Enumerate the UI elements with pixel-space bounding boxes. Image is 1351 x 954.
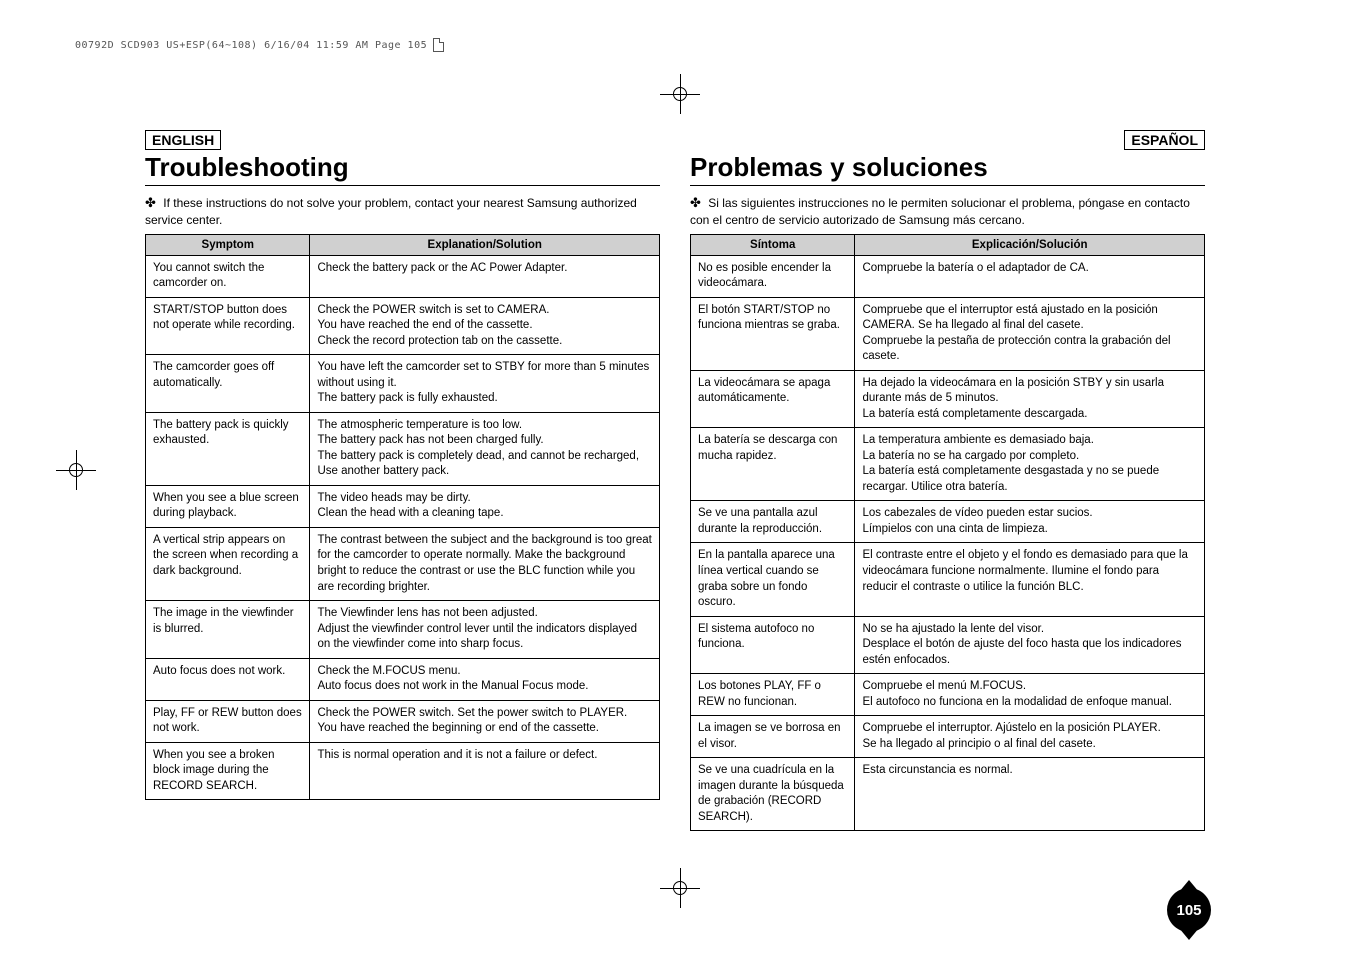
table-row: Los botones PLAY, FF o REW no funcionan.… [691,674,1205,716]
explanation-cell: Compruebe el interruptor. Ajústelo en la… [855,716,1205,758]
badge-point-icon [1179,928,1199,940]
table-row: When you see a broken block image during… [146,742,660,800]
table-row: Se ve una cuadrícula en la imagen durant… [691,758,1205,831]
symptom-cell: You cannot switch the camcorder on. [146,255,310,297]
clover-icon: ✤ [145,195,156,210]
intro-text-spanish: Si las siguientes instrucciones no le pe… [690,196,1190,227]
symptom-cell: When you see a blue screen during playba… [146,485,310,527]
lang-badge-english: ENGLISH [145,130,221,150]
explanation-cell: This is normal operation and it is not a… [310,742,660,800]
symptom-cell: Auto focus does not work. [146,658,310,700]
table-row: A vertical strip appears on the screen w… [146,527,660,600]
crosshair-icon [660,74,700,114]
print-header-strip: 00792D SCD903 US+ESP(64~108) 6/16/04 11:… [75,38,444,52]
page-number-badge-wrap: 105 [1167,888,1211,932]
english-column: ENGLISH Troubleshooting ✤ If these instr… [145,130,660,831]
symptom-cell: The image in the viewfinder is blurred. [146,601,310,659]
explanation-cell: La temperatura ambiente es demasiado baj… [855,428,1205,501]
table-row: La imagen se ve borrosa en el visor.Comp… [691,716,1205,758]
table-row: La batería se descarga con mucha rapidez… [691,428,1205,501]
page-content: ENGLISH Troubleshooting ✤ If these instr… [145,130,1205,831]
explanation-cell: The contrast between the subject and the… [310,527,660,600]
symptom-cell: The battery pack is quickly exhausted. [146,412,310,485]
th-explanation: Explanation/Solution [310,234,660,255]
explanation-cell: Ha dejado la videocámara en la posición … [855,370,1205,428]
symptom-cell: No es posible encender la videocámara. [691,255,855,297]
page-number: 105 [1176,902,1201,919]
explanation-cell: Check the M.FOCUS menu.Auto focus does n… [310,658,660,700]
table-row: START/STOP button does not operate while… [146,297,660,355]
symptom-cell: El sistema autofoco no funciona. [691,616,855,674]
table-row: The image in the viewfinder is blurred.T… [146,601,660,659]
th-explanation: Explicación/Solución [855,234,1205,255]
table-row: La videocámara se apaga automáticamente.… [691,370,1205,428]
explanation-cell: Compruebe que el interruptor está ajusta… [855,297,1205,370]
section-title-spanish: Problemas y soluciones [690,152,1205,186]
th-symptom: Symptom [146,234,310,255]
explanation-cell: El contraste entre el objeto y el fondo … [855,543,1205,616]
symptom-cell: La videocámara se apaga automáticamente. [691,370,855,428]
explanation-cell: You have left the camcorder set to STBY … [310,355,660,413]
spanish-column: ESPAÑOL Problemas y soluciones ✤ Si las … [690,130,1205,831]
explanation-cell: No se ha ajustado la lente del visor.Des… [855,616,1205,674]
explanation-cell: Los cabezales de vídeo pueden estar suci… [855,501,1205,543]
explanation-cell: The video heads may be dirty.Clean the h… [310,485,660,527]
explanation-cell: Compruebe la batería o el adaptador de C… [855,255,1205,297]
symptom-cell: The camcorder goes off automatically. [146,355,310,413]
symptom-cell: Los botones PLAY, FF o REW no funcionan. [691,674,855,716]
intro-text-english: If these instructions do not solve your … [145,196,637,227]
table-row: You cannot switch the camcorder on.Check… [146,255,660,297]
explanation-cell: The Viewfinder lens has not been adjuste… [310,601,660,659]
explanation-cell: Compruebe el menú M.FOCUS.El autofoco no… [855,674,1205,716]
lang-badge-spanish: ESPAÑOL [1124,130,1205,150]
badge-point-icon [1179,880,1199,892]
symptom-cell: START/STOP button does not operate while… [146,297,310,355]
table-row: Play, FF or REW button does not work.Che… [146,700,660,742]
table-row: En la pantalla aparece una línea vertica… [691,543,1205,616]
explanation-cell: Esta circunstancia es normal. [855,758,1205,831]
troubleshooting-table-spanish: Síntoma Explicación/Solución No es posib… [690,234,1205,831]
symptom-cell: Se ve una cuadrícula en la imagen durant… [691,758,855,831]
explanation-cell: Check the battery pack or the AC Power A… [310,255,660,297]
crosshair-icon [56,450,96,490]
symptom-cell: A vertical strip appears on the screen w… [146,527,310,600]
table-row: El botón START/STOP no funciona mientras… [691,297,1205,370]
symptom-cell: El botón START/STOP no funciona mientras… [691,297,855,370]
table-row: El sistema autofoco no funciona.No se ha… [691,616,1205,674]
symptom-cell: La batería se descarga con mucha rapidez… [691,428,855,501]
symptom-cell: En la pantalla aparece una línea vertica… [691,543,855,616]
crosshair-icon [660,868,700,908]
explanation-cell: Check the POWER switch. Set the power sw… [310,700,660,742]
page-number-badge: 105 [1167,888,1211,932]
header-text: 00792D SCD903 US+ESP(64~108) 6/16/04 11:… [75,40,427,51]
table-row: Auto focus does not work.Check the M.FOC… [146,658,660,700]
symptom-cell: Se ve una pantalla azul durante la repro… [691,501,855,543]
explanation-cell: Check the POWER switch is set to CAMERA.… [310,297,660,355]
troubleshooting-table-english: Symptom Explanation/Solution You cannot … [145,234,660,800]
intro-english: ✤ If these instructions do not solve you… [145,194,660,228]
th-symptom: Síntoma [691,234,855,255]
table-row: No es posible encender la videocámara.Co… [691,255,1205,297]
intro-spanish: ✤ Si las siguientes instrucciones no le … [690,194,1205,228]
table-row: When you see a blue screen during playba… [146,485,660,527]
symptom-cell: Play, FF or REW button does not work. [146,700,310,742]
section-title-english: Troubleshooting [145,152,660,186]
explanation-cell: The atmospheric temperature is too low.T… [310,412,660,485]
symptom-cell: When you see a broken block image during… [146,742,310,800]
symptom-cell: La imagen se ve borrosa en el visor. [691,716,855,758]
clover-icon: ✤ [690,195,701,210]
table-row: The battery pack is quickly exhausted.Th… [146,412,660,485]
page-fold-icon [433,38,444,52]
table-row: Se ve una pantalla azul durante la repro… [691,501,1205,543]
table-row: The camcorder goes off automatically.You… [146,355,660,413]
